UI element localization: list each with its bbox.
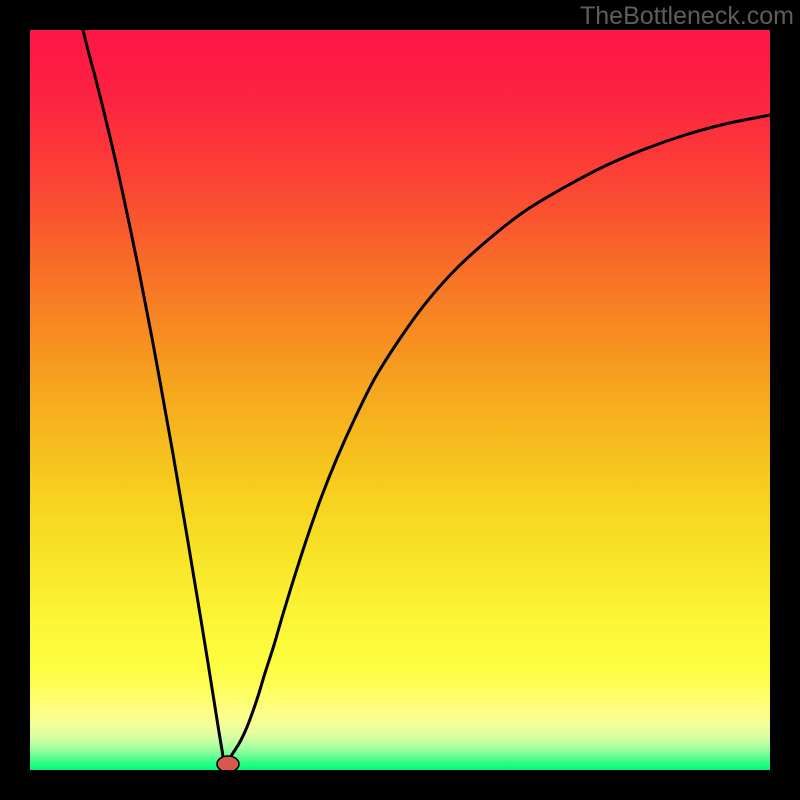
curve-marker	[217, 756, 239, 772]
watermark-text: TheBottleneck.com	[580, 2, 794, 31]
gradient-background	[30, 30, 770, 770]
chart-stage: TheBottleneck.com	[0, 0, 800, 800]
chart-svg	[0, 0, 800, 800]
